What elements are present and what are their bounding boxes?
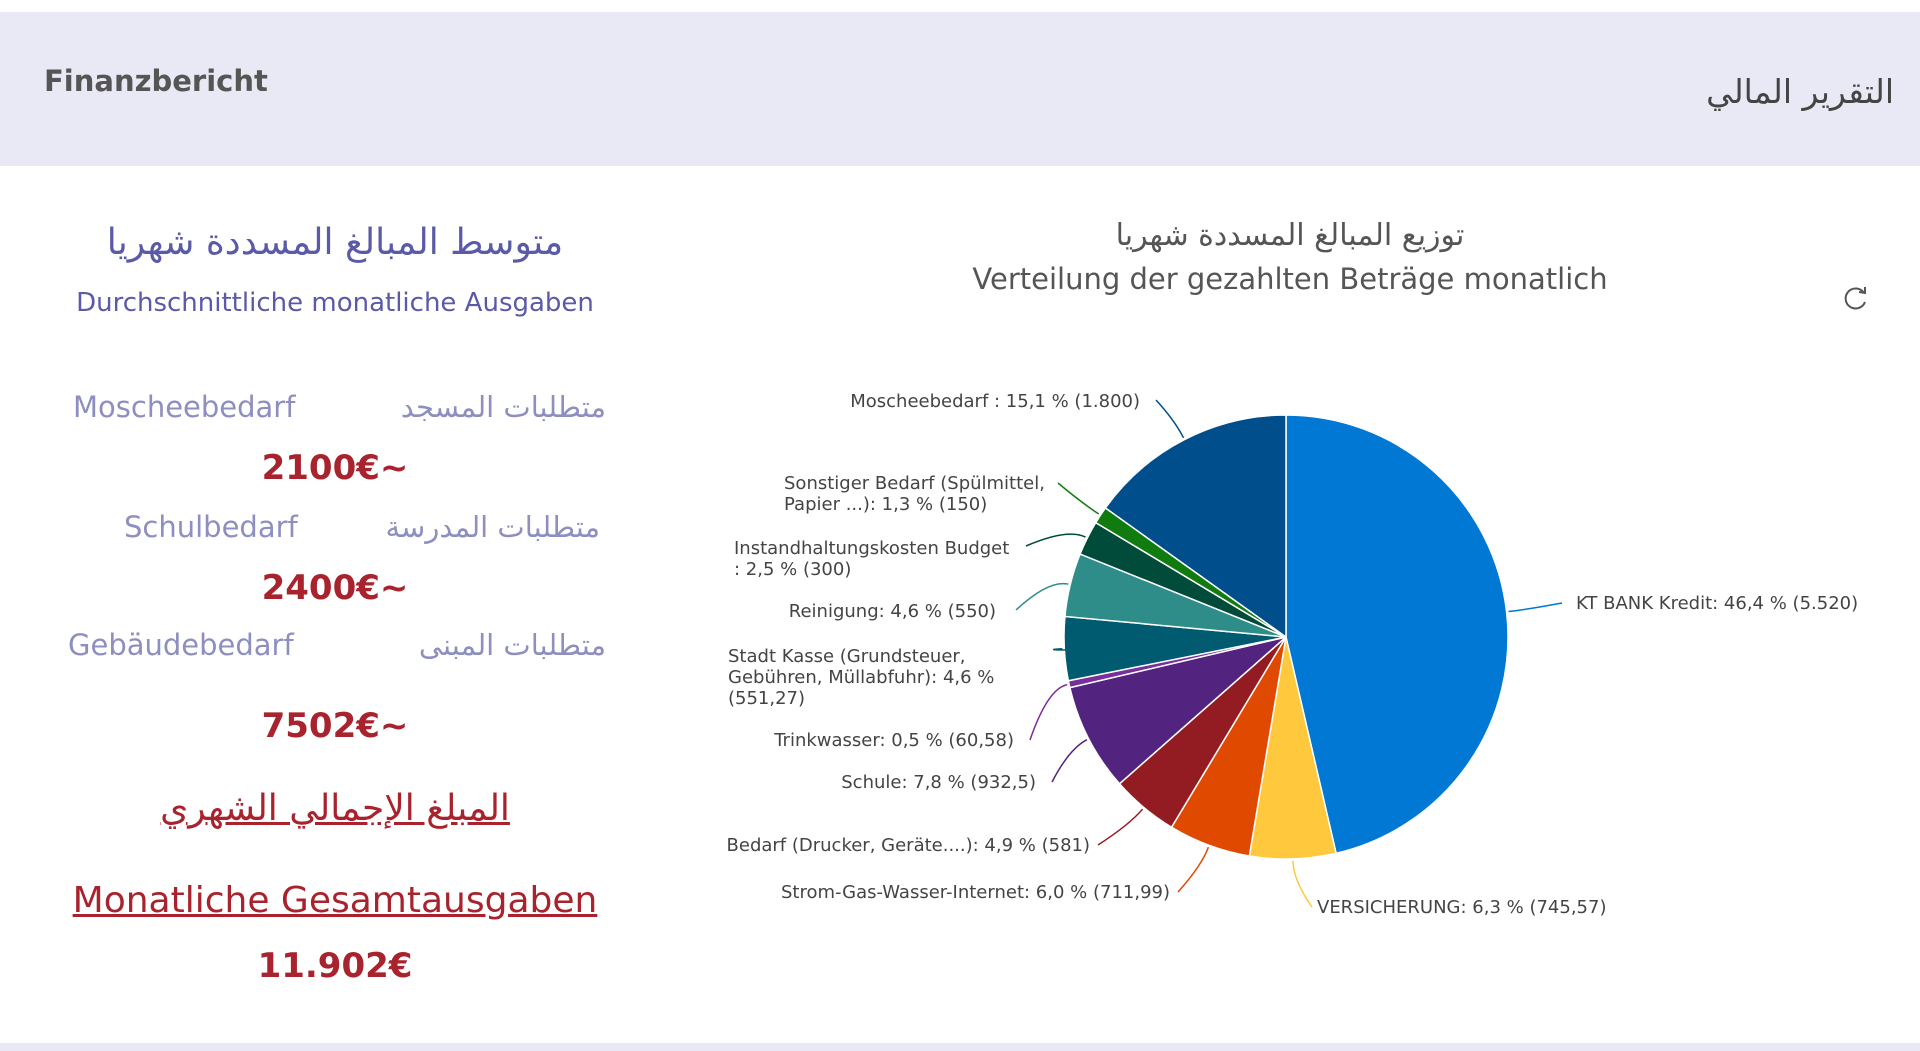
leader-line [1015,582,1069,611]
total-title-ar: المبلغ الإجمالي الشهري [160,788,510,829]
slice-label: Strom-Gas-Wasser-Internet: 6,0 % (711,99… [781,882,1170,903]
category-school-ar: متطلبات المدرسة [385,510,600,544]
leader-line [1052,648,1069,651]
leader-line [1051,739,1088,783]
chart-title-de: Verteilung der gezahlten Beträge monatli… [972,262,1608,296]
slice-label: Moscheebedarf : 15,1 % (1.800) [850,391,1140,412]
category-building-value: 7502€~ [261,706,409,746]
pie-slice[interactable] [1285,414,1509,855]
slice-label: VERSICHERUNG: 6,3 % (745,57) [1317,897,1607,918]
slice-label: Bedarf (Drucker, Geräte....): 4,9 % (581… [727,835,1090,856]
leader-line [1097,808,1144,846]
slice-label: KT BANK Kredit: 46,4 % (5.520) [1576,593,1858,614]
category-building-ar: متطلبات المبنى [418,628,606,662]
leader-line [1029,683,1068,741]
summary-panel: متوسط المبالغ المسددة شهريا Durchschnitt… [40,200,630,1000]
pie-slice[interactable] [1104,414,1287,639]
leader-line [1292,860,1313,908]
leader-line [1177,846,1210,893]
pie-chart: KT BANK Kredit: 46,4 % (5.520) VERSICHERU… [727,391,1859,918]
header-bar: Finanzbericht التقرير المالي [0,12,1920,166]
top-strip [0,0,1920,12]
slice-label: Sonstiger Bedarf (Spülmittel, Papier ...)… [784,473,1045,515]
category-mosque-ar: متطلبات المسجد [400,390,606,424]
category-school-de: Schulbedarf [124,510,298,544]
total-title-de: Monatliche Gesamtausgaben [72,880,598,921]
slice-label: Schule: 7,8 % (932,5) [841,772,1036,793]
report-title-de: Finanzbericht [44,64,268,98]
leader-line [1025,533,1086,547]
summary-title-ar: متوسط المبالغ المسددة شهريا [106,222,564,263]
chart-panel: توزيع المبالغ المسددة شهريا Verteilung d… [680,200,1900,1030]
category-school-value: 2400€~ [261,568,409,608]
pie-slice[interactable] [1068,636,1287,785]
refresh-icon[interactable] [1838,280,1874,316]
report-title-ar: التقرير المالي [1706,72,1894,111]
leader-line [1155,399,1185,439]
leader-line [1057,482,1100,515]
total-value: 11.902€ [257,946,413,986]
category-mosque-de: Moscheebedarf [73,390,296,424]
category-building-de: Gebäudebedarf [68,628,294,662]
category-mosque-value: 2100€~ [261,448,409,488]
slice-label: Stadt Kasse (Grundsteuer, Gebühren, Mülla… [728,646,994,709]
slice-label: Reinigung: 4,6 % (550) [789,601,996,622]
leader-line [1508,602,1563,613]
slice-label: Trinkwasser: 0,5 % (60,58) [773,730,1014,751]
summary-title-de: Durchschnittliche monatliche Ausgaben [76,288,594,318]
slice-label: Instandhaltungskosten Budget: 2,5 % (300… [734,538,1009,580]
chart-title-ar: توزيع المبالغ المسددة شهريا [1115,218,1465,253]
bottom-strip [0,1043,1920,1051]
